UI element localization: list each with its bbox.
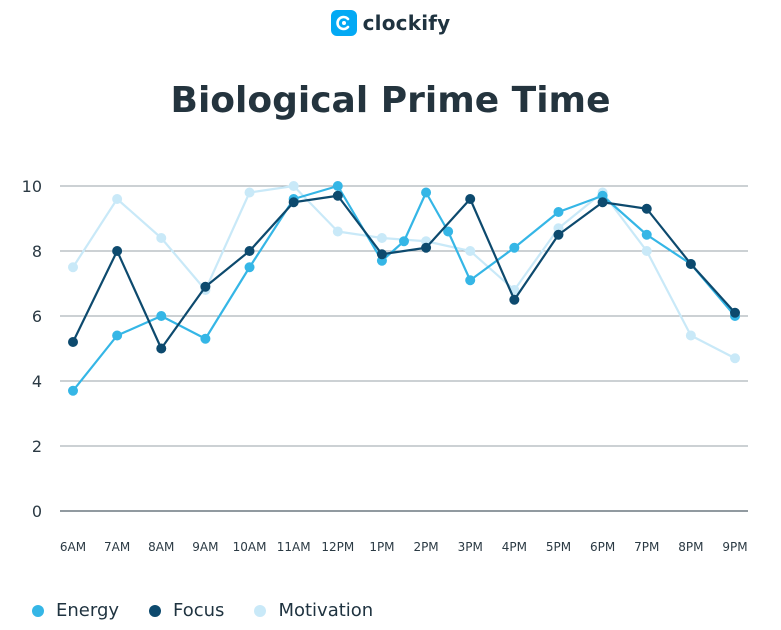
x-tick-label: 6AM: [60, 540, 86, 554]
data-point: [421, 187, 432, 198]
legend-label: Energy: [56, 600, 120, 621]
legend-label: Focus: [173, 600, 225, 621]
data-point: [641, 203, 652, 214]
x-tick-label: 1PM: [369, 540, 394, 554]
data-point: [465, 275, 476, 286]
data-point: [641, 229, 652, 240]
data-point: [597, 197, 608, 208]
x-tick-label: 10AM: [233, 540, 267, 554]
x-tick-label: 2PM: [413, 540, 438, 554]
data-point: [156, 233, 167, 243]
data-point: [156, 311, 167, 321]
x-tick-label: 5PM: [546, 540, 571, 554]
data-point: [332, 181, 343, 191]
data-point: [509, 242, 520, 253]
y-tick-label: 4: [32, 372, 42, 391]
data-point: [112, 194, 123, 204]
data-point: [730, 307, 740, 318]
x-tick-label: 7PM: [634, 540, 659, 554]
legend-item: Energy: [32, 600, 119, 621]
data-point: [641, 246, 652, 256]
x-tick-label: 6PM: [590, 540, 615, 554]
x-tick-label: 12PM: [321, 540, 354, 554]
data-point: [68, 385, 78, 396]
data-point: [200, 333, 211, 344]
data-point: [399, 236, 409, 247]
data-point: [68, 262, 78, 273]
x-tick-label: 3PM: [458, 540, 483, 554]
data-point: [244, 262, 255, 273]
data-point: [244, 187, 255, 198]
data-point: [68, 337, 78, 347]
data-point: [730, 353, 740, 364]
data-point: [443, 226, 454, 237]
data-point: [112, 246, 123, 256]
data-point: [244, 246, 255, 256]
brand-name: clockify: [362, 11, 451, 35]
data-point: [685, 330, 696, 341]
clockify-logo-icon: [330, 10, 357, 36]
x-tick-label: 8AM: [148, 540, 174, 554]
x-tick-label: 7AM: [104, 540, 130, 554]
data-point: [685, 259, 696, 269]
legend-label: Motivation: [278, 600, 374, 621]
data-point: [288, 197, 299, 208]
data-point: [376, 249, 387, 260]
y-tick-label: 10: [22, 177, 42, 196]
brand-logo: clockify: [0, 10, 781, 36]
x-tick-label: 11AM: [277, 540, 311, 554]
legend-item: Motivation: [254, 600, 373, 621]
y-tick-label: 0: [32, 502, 42, 521]
chart-title: Biological Prime Time: [170, 80, 611, 121]
data-point: [156, 343, 167, 354]
legend-item: Focus: [149, 600, 224, 621]
data-point: [332, 190, 343, 201]
data-point: [332, 226, 343, 237]
data-point: [553, 207, 564, 217]
x-tick-label: 9PM: [722, 540, 747, 554]
data-point: [200, 281, 211, 292]
x-tick-label: 8PM: [678, 540, 703, 554]
legend-swatch: [149, 604, 162, 617]
y-tick-label: 8: [32, 242, 42, 261]
series-line: [72, 194, 736, 350]
data-point: [465, 194, 476, 204]
legend-swatch: [32, 604, 44, 617]
legend-swatch: [254, 604, 267, 617]
data-point: [509, 294, 520, 305]
line-chart: 0 2 4 6 8 10 6AM 7AM 8AM 9AM 10AM 11AM 12PM 1PM 2PM 3PM…: [22, 177, 748, 554]
data-point: [553, 229, 564, 240]
data-point: [376, 233, 387, 243]
series-line: [72, 184, 736, 392]
data-point: [288, 181, 299, 191]
chart-legend: Energy Focus Motivation: [32, 600, 373, 621]
y-tick-label: 2: [32, 437, 42, 456]
x-tick-label: 9AM: [192, 540, 218, 554]
data-point: [112, 330, 123, 341]
y-tick-label: 6: [32, 307, 42, 326]
x-tick-label: 4PM: [502, 540, 527, 554]
data-point: [465, 246, 476, 256]
data-point: [421, 242, 432, 253]
